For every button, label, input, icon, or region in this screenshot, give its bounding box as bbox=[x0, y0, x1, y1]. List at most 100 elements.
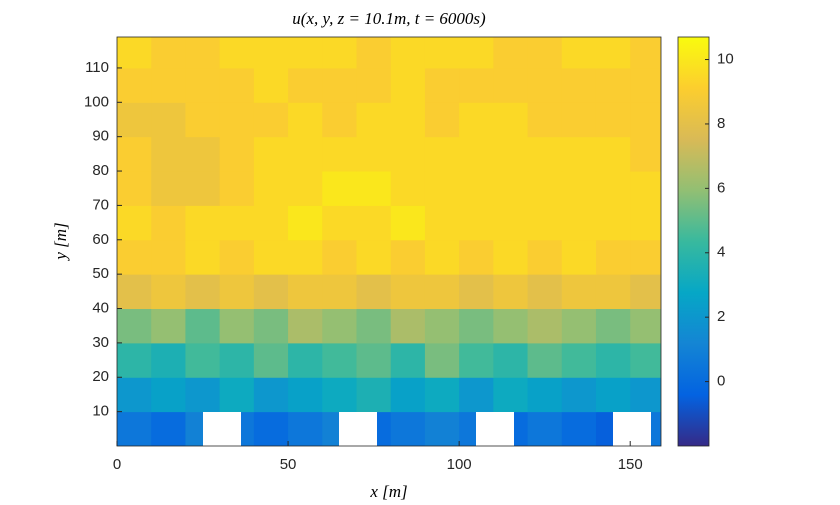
heatmap-cell bbox=[117, 67, 152, 103]
heatmap-cell bbox=[185, 136, 221, 172]
heatmap-cell bbox=[253, 342, 289, 378]
heatmap-cell bbox=[527, 171, 563, 206]
heatmap-cell bbox=[322, 136, 357, 172]
heatmap-cell bbox=[424, 342, 460, 378]
heatmap-cell bbox=[117, 205, 152, 241]
y-tick-label: 40 bbox=[92, 299, 109, 316]
y-tick-label: 30 bbox=[92, 334, 109, 351]
heatmap-cell bbox=[630, 274, 661, 310]
colorbar bbox=[677, 36, 710, 447]
heatmap-cell bbox=[185, 377, 221, 413]
heatmap-cell bbox=[595, 342, 631, 378]
colorbar-tick-label: 4 bbox=[717, 244, 725, 261]
heatmap-cell bbox=[527, 411, 563, 446]
heatmap-cell bbox=[595, 205, 631, 241]
heatmap-cell bbox=[151, 67, 186, 103]
heatmap-cell bbox=[459, 342, 494, 378]
heatmap-cell bbox=[356, 274, 392, 310]
heatmap-cell bbox=[527, 274, 563, 310]
heatmap-cell bbox=[253, 171, 289, 206]
heatmap-cell bbox=[595, 239, 631, 275]
y-tick-label: 70 bbox=[92, 196, 109, 213]
heatmap-cell bbox=[595, 308, 631, 344]
heatmap-cell bbox=[288, 67, 323, 103]
heatmap-cell bbox=[459, 308, 494, 344]
heatmap-cell bbox=[185, 239, 221, 275]
heatmap-cell bbox=[493, 37, 529, 69]
chart-title: u(x, y, z = 10.1m, t = 6000s) bbox=[292, 9, 486, 28]
heatmap-cell bbox=[253, 308, 289, 344]
heatmap-cell bbox=[493, 171, 529, 206]
heatmap-cell bbox=[630, 102, 661, 138]
heatmap-cell bbox=[356, 342, 392, 378]
heatmap-cell bbox=[288, 274, 323, 310]
heatmap-cell bbox=[253, 67, 289, 103]
heatmap-cell bbox=[322, 67, 357, 103]
heatmap-cell bbox=[322, 308, 357, 344]
heatmap-cell bbox=[459, 377, 494, 413]
heatmap-cell bbox=[424, 171, 460, 206]
heatmap-cell bbox=[390, 171, 426, 206]
heatmap-cell bbox=[527, 239, 563, 275]
y-tick-label: 110 bbox=[85, 59, 109, 76]
y-axis-label: y [m] bbox=[51, 222, 70, 261]
heatmap-cell bbox=[390, 377, 426, 413]
heatmap-cell bbox=[185, 37, 221, 69]
y-tick-label: 50 bbox=[92, 265, 109, 282]
x-tick-label: 50 bbox=[280, 456, 297, 473]
heatmap-cell bbox=[493, 274, 529, 310]
heatmap-cell bbox=[424, 37, 460, 69]
heatmap-cell bbox=[459, 136, 494, 172]
heatmap-cell bbox=[219, 102, 255, 138]
heatmap-cell bbox=[151, 308, 186, 344]
heatmap-cell bbox=[151, 136, 186, 172]
heatmap-cell bbox=[630, 342, 661, 378]
heatmap-cell bbox=[493, 308, 529, 344]
heatmap-cell bbox=[356, 239, 392, 275]
heatmap-cell bbox=[561, 205, 597, 241]
heatmap-cell bbox=[630, 308, 661, 344]
heatmap-cell bbox=[561, 411, 597, 446]
colorbar-tick-label: 10 bbox=[717, 51, 734, 68]
heatmap-cell bbox=[117, 377, 152, 413]
heatmap-cell bbox=[595, 37, 631, 69]
heatmap-cell bbox=[561, 274, 597, 310]
heatmap-cell bbox=[493, 377, 529, 413]
heatmap-cell bbox=[117, 37, 152, 69]
heatmap-cell bbox=[595, 67, 631, 103]
heatmap-cell bbox=[356, 171, 392, 206]
heatmap-cell bbox=[493, 239, 529, 275]
heatmap-cell bbox=[322, 342, 357, 378]
heatmap-cell bbox=[356, 377, 392, 413]
heatmap-cell bbox=[151, 37, 186, 69]
heatmap-cell bbox=[356, 308, 392, 344]
y-tick-label: 80 bbox=[92, 162, 109, 179]
heatmap-cell bbox=[322, 205, 357, 241]
heatmap-cell bbox=[219, 37, 255, 69]
heatmap-cell bbox=[424, 136, 460, 172]
plot-frame bbox=[116, 36, 662, 447]
heatmap-cell bbox=[390, 308, 426, 344]
heatmap-cell bbox=[151, 342, 186, 378]
heatmap-cell bbox=[219, 342, 255, 378]
heatmap-cell bbox=[219, 205, 255, 241]
heatmap-cell bbox=[151, 274, 186, 310]
heatmap-cell bbox=[219, 274, 255, 310]
heatmap-cell bbox=[322, 377, 357, 413]
heatmap-cell bbox=[595, 274, 631, 310]
heatmap-cell bbox=[253, 136, 289, 172]
heatmap-cell bbox=[356, 136, 392, 172]
heatmap-cell bbox=[253, 239, 289, 275]
x-tick-label: 150 bbox=[618, 456, 643, 473]
heatmap-cell bbox=[390, 411, 426, 446]
heatmap-cell bbox=[117, 342, 152, 378]
heatmap-cell bbox=[185, 171, 221, 206]
y-tick-label: 100 bbox=[84, 93, 109, 110]
heatmap-cell bbox=[253, 37, 289, 69]
heatmap-cell bbox=[356, 37, 392, 69]
heatmap-cell bbox=[424, 411, 460, 446]
heatmap-cell bbox=[253, 274, 289, 310]
colorbar-tick-label: 0 bbox=[717, 373, 725, 390]
heatmap-cell bbox=[527, 136, 563, 172]
